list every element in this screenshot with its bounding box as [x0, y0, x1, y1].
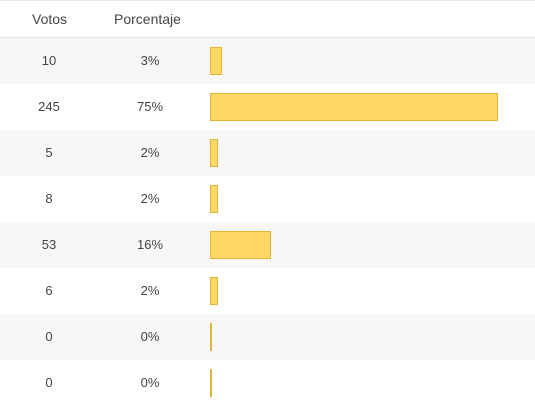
percent-bar-track [210, 185, 500, 213]
percent-bar [210, 323, 212, 351]
percent-cell: 16% [136, 237, 164, 252]
percent-bar-track [210, 139, 500, 167]
table-row: 0 0% [0, 360, 535, 405]
percent-bar [210, 231, 271, 259]
table-row: 0 0% [0, 314, 535, 360]
votes-cell: 5 [45, 145, 53, 160]
percent-bar [210, 139, 218, 167]
percent-bar-track [210, 231, 500, 259]
table-row: 6 2% [0, 268, 535, 314]
percent-bar [210, 369, 212, 397]
table-row: 53 16% [0, 222, 535, 268]
percent-bar-track [210, 369, 500, 397]
table-row: 245 75% [0, 84, 535, 130]
table-body: 10 3% 245 75% 5 2% 8 2% 53 16% 6 2% 0 0% 0 0% [0, 38, 535, 405]
percent-cell: 0% [140, 375, 160, 390]
percent-bar [210, 93, 498, 121]
percent-column-header: Porcentaje [114, 11, 181, 27]
table-row: 10 3% [0, 38, 535, 84]
percent-bar [210, 277, 218, 305]
percent-bar-track [210, 277, 500, 305]
percent-bar-track [210, 93, 500, 121]
votes-cell: 245 [38, 99, 60, 114]
percent-bar-track [210, 47, 500, 75]
table-header: Votos Porcentaje [0, 0, 535, 38]
table-row: 8 2% [0, 176, 535, 222]
percent-cell: 75% [136, 99, 164, 114]
percent-cell: 2% [140, 191, 160, 206]
votes-cell: 8 [45, 191, 53, 206]
votes-cell: 10 [41, 53, 57, 68]
percent-cell: 3% [140, 53, 160, 68]
percent-cell: 2% [140, 283, 160, 298]
votes-cell: 0 [45, 329, 53, 344]
percent-cell: 2% [140, 145, 160, 160]
table-row: 5 2% [0, 130, 535, 176]
votes-cell: 6 [45, 283, 53, 298]
votes-column-header: Votos [32, 11, 68, 27]
percent-bar [210, 185, 218, 213]
percent-cell: 0% [140, 329, 160, 344]
votes-cell: 53 [41, 237, 57, 252]
votes-cell: 0 [45, 375, 53, 390]
percent-bar [210, 47, 222, 75]
percent-bar-track [210, 323, 500, 351]
